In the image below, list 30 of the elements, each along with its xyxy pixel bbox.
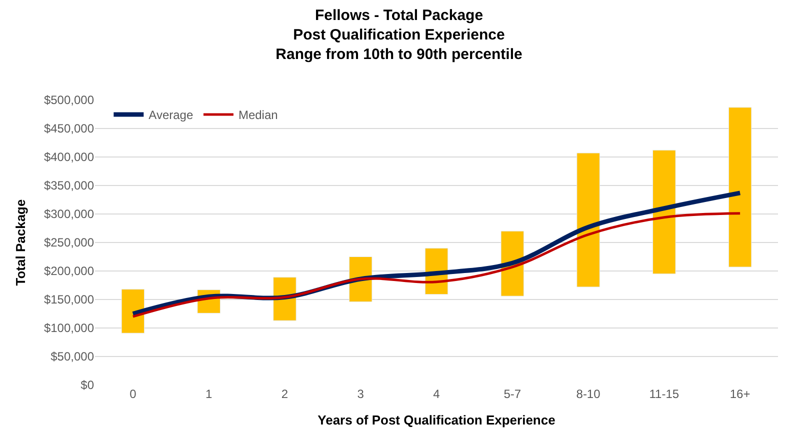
line-series [132, 212, 742, 318]
x-tick-label: 2 [281, 387, 288, 401]
x-tick-label: 3 [357, 387, 364, 401]
y-tick-label: $100,000 [44, 321, 94, 336]
x-tick-label: 4 [433, 387, 440, 401]
y-tick-label: $0 [80, 378, 94, 392]
x-tick-label: 16+ [730, 387, 750, 401]
x-axis-title: Years of Post Qualification Experience [318, 412, 556, 428]
x-tick-label: 11-15 [649, 387, 680, 401]
bar [576, 152, 600, 288]
legend-label: Median [238, 108, 278, 122]
y-tick-label: $50,000 [50, 350, 94, 364]
x-tick-label: 1 [205, 387, 212, 401]
y-tick-label: $450,000 [44, 122, 94, 136]
y-tick-label: $350,000 [44, 178, 94, 193]
x-tick-label: 0 [130, 387, 137, 401]
x-tick-label: 5-7 [504, 387, 522, 401]
x-tick-label: 8-10 [576, 387, 601, 401]
y-tick-label: $500,000 [44, 93, 94, 108]
y-tick-label: $250,000 [44, 236, 94, 250]
y-axis-title: Total Package [12, 199, 28, 286]
y-tick-label: $200,000 [44, 264, 94, 278]
legend-label: Average [148, 108, 194, 122]
bar [652, 150, 676, 274]
y-tick-label: $300,000 [44, 207, 94, 222]
chart-title: Fellows - Total Package Post Qualification Experience Range from 10th to 90th percentile [276, 7, 522, 64]
bar [728, 107, 752, 268]
bar [121, 288, 145, 334]
y-tick-label: $150,000 [44, 292, 94, 307]
y-tick-label: $400,000 [44, 150, 94, 164]
